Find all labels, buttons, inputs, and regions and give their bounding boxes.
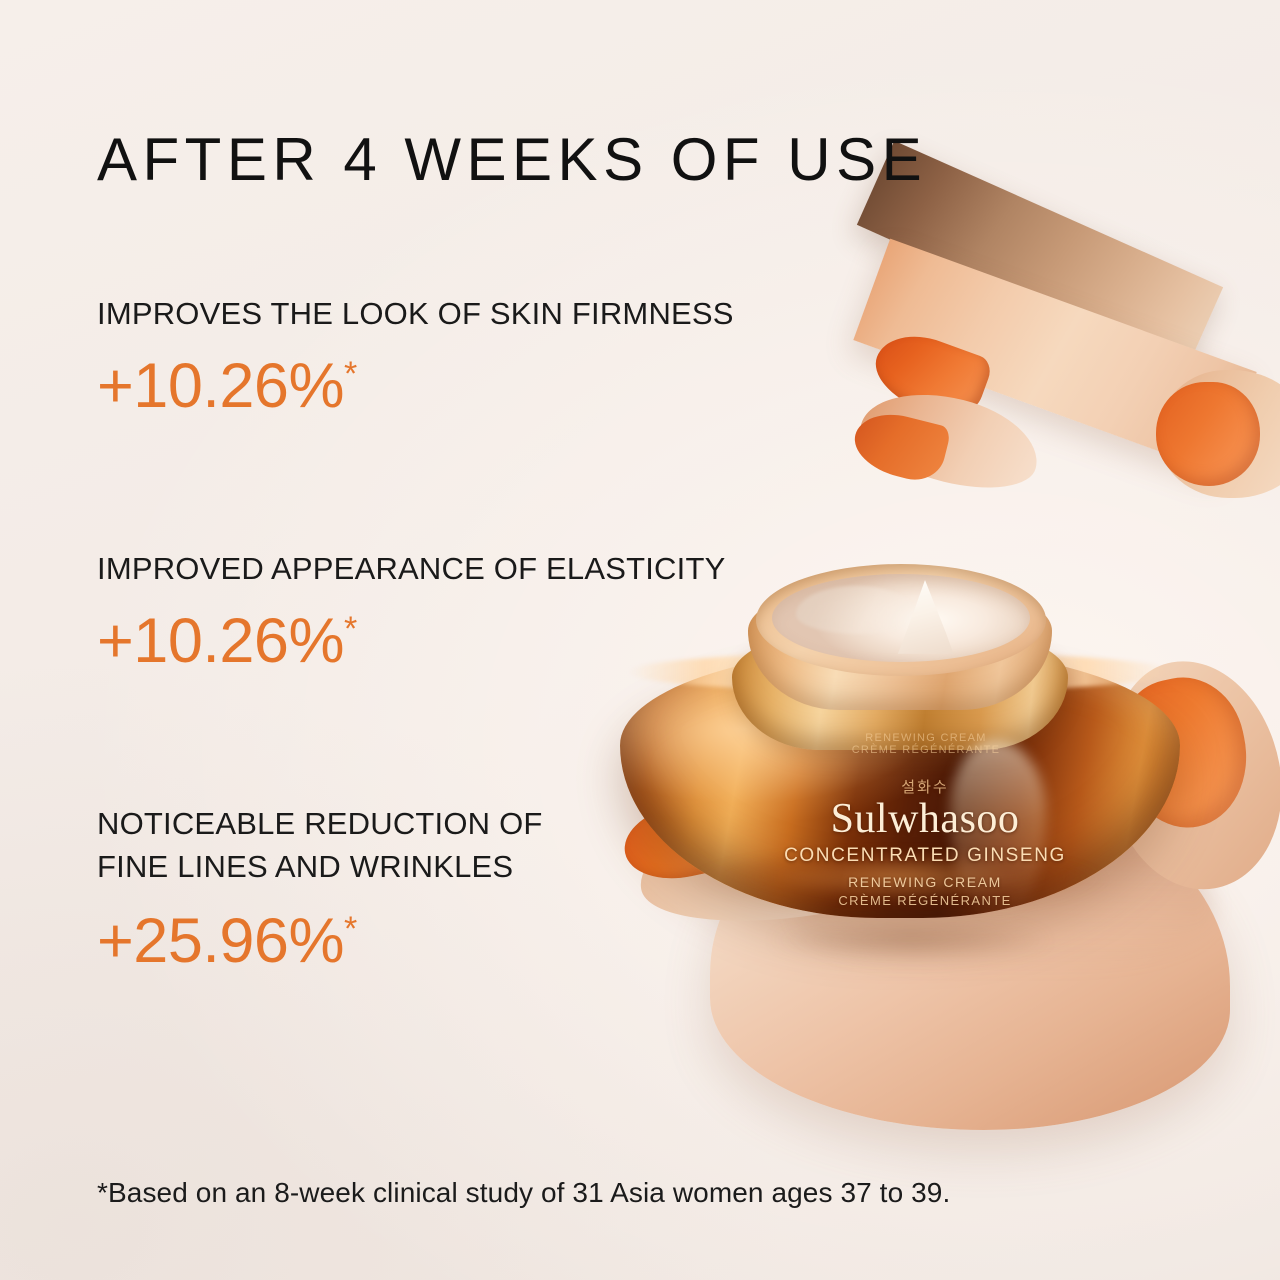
- benefit-label-line-1: NOTICEABLE REDUCTION OF: [97, 806, 543, 841]
- benefit-stat: +25.96%*: [97, 910, 543, 973]
- benefit-block-elasticity: IMPROVED APPEARANCE OF ELASTICITY +10.26…: [97, 547, 725, 673]
- benefit-block-wrinkles: NOTICEABLE REDUCTION OF FINE LINES AND W…: [97, 802, 543, 973]
- product-photograph: RENEWING CREAM CRÈME RÉGÉNÉRANTE 설화수 Sul…: [560, 140, 1280, 1200]
- benefit-stat: +10.26%*: [97, 610, 725, 673]
- jar-shadow: [710, 910, 1110, 970]
- benefit-stat-value: +10.26%: [97, 351, 344, 421]
- footnote-marker: *: [343, 610, 358, 648]
- upper-hand: [848, 140, 1280, 610]
- benefit-label-line-2: FINE LINES AND WRINKLES: [97, 849, 514, 884]
- benefit-stat-value: +25.96%: [97, 906, 344, 976]
- cream-swirl: [796, 586, 916, 634]
- product-jar: RENEWING CREAM CRÈME RÉGÉNÉRANTE 설화수 Sul…: [620, 564, 1180, 970]
- benefit-stat-value: +10.26%: [97, 606, 344, 676]
- cream-surface: [772, 574, 1030, 662]
- jar-lid-ghost-en: RENEWING CREAM: [865, 732, 987, 744]
- jar-lid-ghost-fr: CRÈME RÉGÉNÉRANTE: [851, 744, 1001, 756]
- upper-hand-nail-right: [1156, 382, 1260, 486]
- benefit-stat: +10.26%*: [97, 355, 734, 418]
- jar-lid-reflection-text: RENEWING CREAM CRÈME RÉGÉNÉRANTE: [816, 732, 1036, 756]
- page-title: AFTER 4 WEEKS OF USE: [97, 126, 928, 193]
- footnote-disclaimer: *Based on an 8-week clinical study of 31…: [97, 1177, 951, 1208]
- benefit-block-firmness: IMPROVES THE LOOK OF SKIN FIRMNESS +10.2…: [97, 292, 734, 418]
- footnote-marker: *: [343, 910, 358, 948]
- jar-specular-highlight: [950, 740, 1046, 920]
- footnote-marker: *: [343, 355, 358, 393]
- benefit-label: IMPROVES THE LOOK OF SKIN FIRMNESS: [97, 296, 734, 331]
- jar-bowl-glow: [690, 852, 1110, 914]
- benefit-label: IMPROVED APPEARANCE OF ELASTICITY: [97, 551, 726, 586]
